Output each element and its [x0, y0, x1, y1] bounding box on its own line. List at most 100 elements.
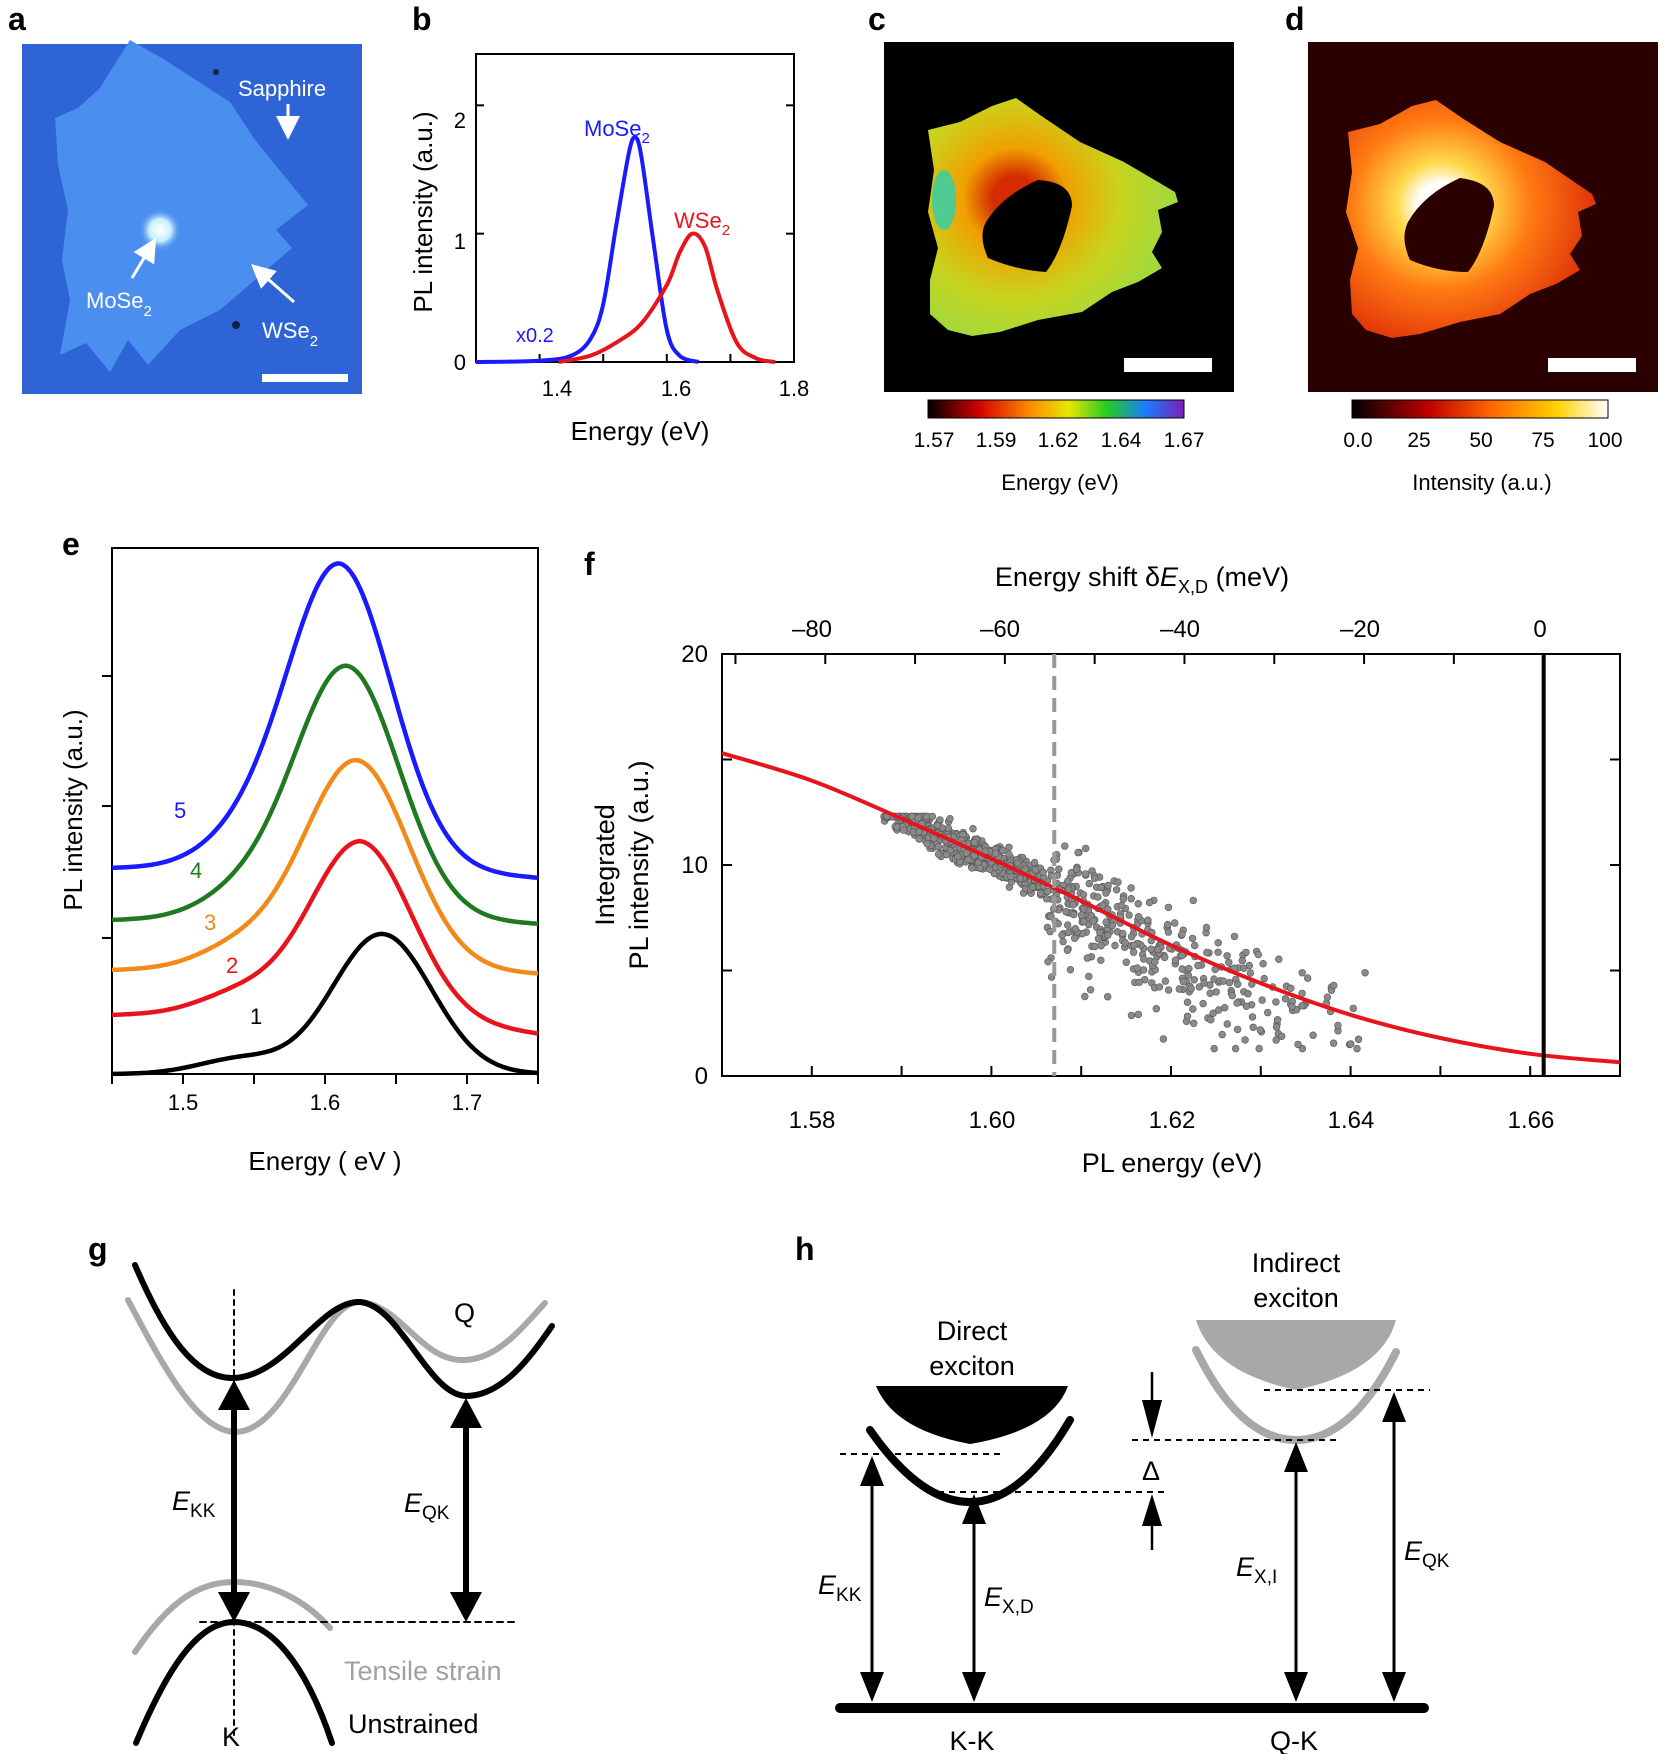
scatter-point — [1081, 992, 1089, 1001]
wse2-spectrum-line — [558, 231, 776, 364]
scatter-point — [1272, 1023, 1281, 1031]
label-indirect-1: Indirect — [1252, 1248, 1341, 1278]
panel-d-intensity-map: 0.0 25 50 75 100 Intensity (a.u.) — [1308, 42, 1658, 495]
scatter-point — [1005, 843, 1013, 851]
wse2-curve-label: WSe2 — [674, 208, 730, 239]
arrow-mose2 — [130, 237, 157, 279]
scatter-point — [1071, 924, 1080, 933]
fit-curve — [721, 751, 1621, 1065]
scatter-point — [991, 849, 1000, 858]
reference-lines — [840, 1389, 1430, 1493]
arrowhead — [1382, 1672, 1406, 1702]
top-tick-label: –20 — [1340, 616, 1380, 643]
scatter-point — [1097, 956, 1105, 964]
panel-h-exciton-diagram: Δ — [835, 1320, 1430, 1713]
scatter-point — [1044, 958, 1052, 966]
scatter-point — [1189, 1019, 1198, 1027]
scatter-point — [1189, 1005, 1197, 1013]
curve-label-3: 3 — [204, 910, 216, 935]
scatter-point — [934, 842, 943, 851]
scatter-point — [1175, 985, 1184, 993]
top-tick-label: –60 — [980, 616, 1020, 643]
scatter-point — [1055, 865, 1063, 873]
colorbar-tick: 1.64 — [1101, 429, 1142, 452]
panel-f-marks — [721, 653, 1621, 1077]
x-axis-label: Energy ( eV ) — [248, 1146, 401, 1176]
ytick-label: 1 — [454, 229, 466, 254]
scale-bar — [1124, 358, 1212, 372]
scatter-point — [1225, 978, 1234, 987]
scatter-point — [1111, 941, 1119, 950]
scatter-point — [1102, 918, 1110, 926]
scatter-point — [1066, 966, 1075, 974]
scatter-point — [1094, 893, 1102, 901]
panel-e-marks — [102, 561, 539, 1084]
scatter-point — [1134, 899, 1143, 908]
scatter-point — [1238, 956, 1247, 965]
scatter-point — [1058, 931, 1066, 939]
scatter-point — [944, 824, 953, 833]
scatter-point — [999, 846, 1007, 855]
scatter-point — [1134, 1010, 1143, 1019]
label-k: K — [222, 1722, 240, 1752]
arrow-wse2 — [251, 264, 295, 304]
scatter-point — [1225, 958, 1233, 967]
scatter-point — [1154, 945, 1162, 954]
scatter-point — [1287, 984, 1295, 992]
scatter-point — [1294, 1040, 1302, 1049]
scatter-point — [1042, 895, 1051, 903]
scatter-point — [1070, 934, 1079, 942]
scatter-point — [1130, 941, 1138, 950]
scatter-point — [1244, 989, 1252, 998]
label-ekk: EKK — [172, 1486, 216, 1522]
scatter-point — [1228, 991, 1237, 1000]
scatter-point — [1223, 952, 1231, 960]
scatter-point — [1207, 1015, 1215, 1024]
colorbar-tick: 25 — [1407, 429, 1430, 452]
scatter-point — [1353, 1044, 1361, 1053]
label-eqk: EQK — [1404, 1536, 1450, 1572]
scatter-point — [1159, 1035, 1168, 1043]
colorbar-tick: 1.67 — [1164, 429, 1205, 452]
arrowhead — [1382, 1392, 1406, 1422]
scatter-point — [1260, 974, 1268, 983]
spectrum-line-1 — [111, 931, 539, 1077]
scatter-point — [1281, 994, 1290, 1003]
scatter-point — [1170, 919, 1179, 927]
top-axis-ticks: –80 –60 –40 –20 0 — [792, 616, 1547, 643]
scatter-point — [1323, 993, 1332, 1001]
label-q: Q — [454, 1298, 475, 1328]
panel-label-a: a — [8, 1, 26, 37]
scatter-point — [1185, 964, 1193, 973]
mose2-curve-label: MoSe2 — [584, 116, 650, 147]
scatter-point — [1288, 1002, 1296, 1011]
scatter-point — [1303, 974, 1312, 982]
scatter-point — [962, 849, 971, 857]
map-dark-core — [1404, 178, 1494, 272]
mose2-spectrum-line — [475, 135, 700, 364]
scatter-point — [1085, 879, 1094, 888]
colorbar-tick: 1.57 — [914, 429, 955, 452]
scatter-point — [1059, 937, 1067, 946]
panel-b-yticks: 0 1 2 — [454, 108, 466, 375]
colorbar — [927, 399, 1185, 419]
scatter-point — [1139, 955, 1148, 963]
scatter-point — [1183, 1012, 1192, 1020]
ytick-label: 2 — [454, 108, 466, 133]
scatter-point — [1330, 981, 1338, 990]
curve-label-4: 4 — [190, 858, 202, 883]
direct-exciton-parabola — [866, 1416, 1074, 1507]
scatter-point — [1104, 931, 1112, 939]
scatter-point — [1081, 870, 1090, 878]
scatter-point — [1242, 1002, 1251, 1010]
label-tensile: Tensile strain — [344, 1656, 502, 1686]
xtick-label: 1.62 — [1149, 1107, 1196, 1134]
plot-frame — [475, 53, 795, 363]
scatter-point — [1125, 911, 1133, 919]
colorbar — [1351, 399, 1609, 419]
scatter-point — [1248, 1013, 1257, 1021]
scatter-point — [1163, 920, 1172, 929]
indirect-exciton-cone — [1196, 1320, 1396, 1390]
panel-h-labels: Direct exciton Indirect exciton EKK EX,D… — [818, 1248, 1450, 1754]
scatter-point — [1152, 1004, 1161, 1013]
